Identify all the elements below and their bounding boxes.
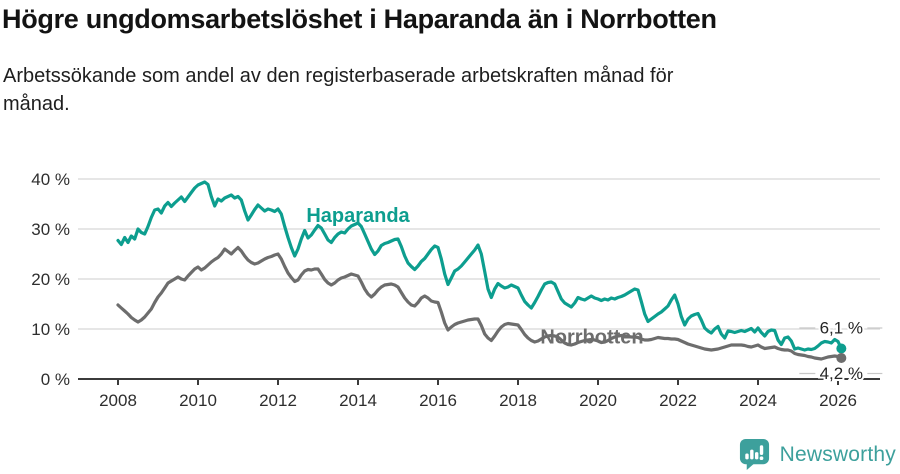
x-axis-tick-label: 2010 xyxy=(179,391,217,410)
y-axis-tick-label: 0 % xyxy=(41,370,70,389)
x-axis-tick-label: 2018 xyxy=(499,391,537,410)
series-end-value-label-haparanda: 6,1 % xyxy=(820,319,863,338)
series-endpoint-dot-haparanda xyxy=(836,343,847,354)
x-axis-tick-label: 2022 xyxy=(659,391,697,410)
brand-name: Newsworthy xyxy=(779,442,896,466)
x-axis-tick-label: 2012 xyxy=(259,391,297,410)
series-endpoint-dot-norrbotten xyxy=(836,353,847,363)
line-chart: 0 % 10 % 20 % 30 % 40 % 2008 2010 2012 2014 2016 2… xyxy=(31,170,883,410)
x-axis-tick-label: 2016 xyxy=(419,391,457,410)
series-line-norrbotten xyxy=(116,245,843,361)
series-end-value-label-norrbotten: 4,2 % xyxy=(820,364,863,383)
series-line-haparanda xyxy=(116,180,843,352)
x-axis-tick-label: 2008 xyxy=(99,391,137,410)
chart-subtitle-line1: Arbetssökande som andel av den registerb… xyxy=(3,65,674,87)
y-axis-tick-label: 20 % xyxy=(31,270,70,289)
y-axis-tick-label: 40 % xyxy=(31,170,70,189)
series-label-haparanda: Haparanda xyxy=(306,205,410,227)
series-label-norrbotten: Norrbotten xyxy=(540,327,643,349)
chart-title: Högre ungdomsarbetslöshet i Haparanda än… xyxy=(2,4,717,34)
newsworthy-logo-icon xyxy=(739,438,769,471)
y-axis-tick-label: 30 % xyxy=(31,220,70,239)
x-axis-tick-label: 2020 xyxy=(579,391,617,410)
brand-footer: Newsworthy xyxy=(738,438,896,471)
x-axis-tick-label: 2026 xyxy=(819,391,857,410)
chart-subtitle-line2: månad. xyxy=(3,93,70,115)
y-axis-tick-label: 10 % xyxy=(31,320,70,339)
x-axis-tick-label: 2014 xyxy=(339,391,377,410)
x-axis-tick-label: 2024 xyxy=(739,391,777,410)
chart-subtitle: Arbetssökande som andel av den registerb… xyxy=(3,62,673,118)
